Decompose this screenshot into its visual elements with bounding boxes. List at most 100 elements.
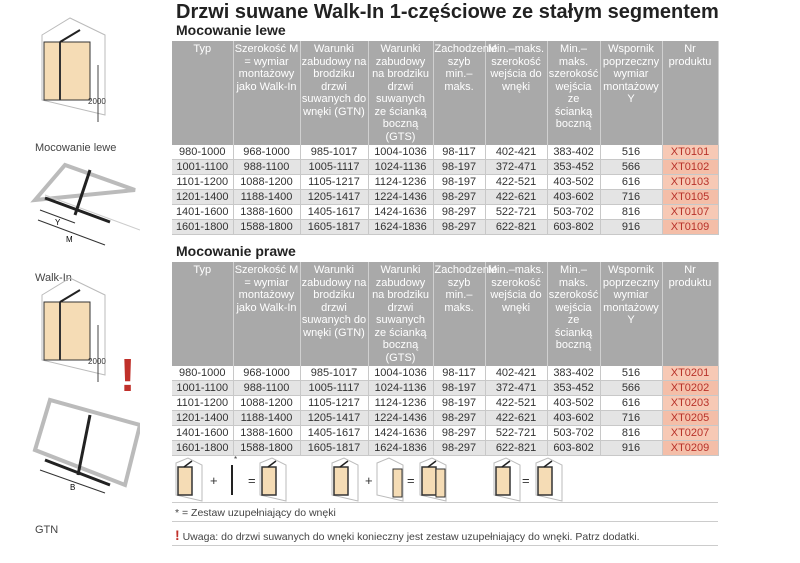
table-cell: 402-421 bbox=[485, 145, 548, 160]
product-number: XT0103 bbox=[662, 174, 719, 190]
table-cell: 616 bbox=[600, 395, 663, 411]
table-row: 980-1000 968-1000 985-1017 1004-1036 98-117 4… bbox=[172, 145, 719, 160]
table-cell: 985-1017 bbox=[300, 366, 369, 381]
table-cell: 383-402 bbox=[547, 145, 601, 160]
diagram-label-walkin: Walk-In bbox=[35, 272, 72, 284]
table-cell: 1588-1800 bbox=[233, 219, 301, 235]
shower-config-icon bbox=[376, 457, 404, 502]
table-cell: 1024-1136 bbox=[368, 159, 434, 175]
warning-mark-icon: ! bbox=[120, 349, 136, 401]
table-cell: 1004-1036 bbox=[368, 145, 434, 160]
table-cell: 98-117 bbox=[433, 145, 486, 160]
table-cell: 1601-1800 bbox=[172, 440, 234, 456]
product-number: XT0209 bbox=[662, 440, 719, 456]
table-cell: 353-452 bbox=[547, 380, 601, 396]
table-right-mount: Typ Szerokość M = wymiar montażowy jako W… bbox=[172, 262, 719, 456]
table-cell: 1124-1236 bbox=[368, 395, 434, 411]
table-cell: 1424-1636 bbox=[368, 425, 434, 441]
warning-note: ! Uwaga: do drzwi suwanych do wnęki koni… bbox=[172, 522, 718, 546]
table-cell: 1001-1100 bbox=[172, 159, 234, 175]
column-header: Typ bbox=[172, 41, 234, 145]
table-cell: 372-471 bbox=[485, 380, 548, 396]
table-cell: 916 bbox=[600, 440, 663, 456]
column-header: Wspornik poprzeczny wymiar montażowy Y bbox=[600, 262, 663, 366]
table-cell: 403-602 bbox=[547, 189, 601, 205]
shower-diagram-left: 2000 bbox=[41, 17, 106, 122]
table-cell: 1401-1600 bbox=[172, 204, 234, 220]
table-cell: 1124-1236 bbox=[368, 174, 434, 190]
diagram-label-left: Mocowanie lewe bbox=[35, 142, 117, 154]
table-cell: 1005-1117 bbox=[300, 159, 369, 175]
table-cell: 503-702 bbox=[547, 204, 601, 220]
column-header: Min.–maks. szerokość wejścia ze ścianką … bbox=[547, 262, 601, 366]
table-cell: 98-197 bbox=[433, 395, 486, 411]
table-cell: 383-402 bbox=[547, 366, 601, 381]
table-cell: 622-821 bbox=[485, 440, 548, 456]
table-cell: 968-1000 bbox=[233, 145, 301, 160]
equals-icon: = bbox=[407, 473, 415, 488]
table-cell: 1101-1200 bbox=[172, 395, 234, 411]
table-row: 980-1000 968-1000 985-1017 1004-1036 98-117 4… bbox=[172, 366, 719, 381]
table-cell: 1388-1600 bbox=[233, 425, 301, 441]
table-cell: 522-721 bbox=[485, 204, 548, 220]
column-header: Wspornik poprzeczny wymiar montażowy Y bbox=[600, 41, 663, 145]
table-cell: 98-197 bbox=[433, 159, 486, 175]
column-header: Warunki zabudowy na brodziku drzwi suwan… bbox=[300, 262, 369, 366]
table-cell: 1624-1836 bbox=[368, 440, 434, 456]
table-cell: 816 bbox=[600, 425, 663, 441]
footnote: * = Zestaw uzupełniający do wnęki bbox=[172, 505, 718, 522]
shower-config-icon bbox=[259, 457, 287, 502]
table-cell: 422-521 bbox=[485, 174, 548, 190]
table-row: 1401-1600 1388-1600 1405-1617 1424-1636 98-2… bbox=[172, 204, 719, 220]
column-header: Min.–maks. szerokość wejścia do wnęki bbox=[485, 41, 548, 145]
section-title-left: Mocowanie lewe bbox=[176, 22, 286, 38]
table-cell: 1205-1417 bbox=[300, 410, 369, 426]
walk-in-diagram: Y M bbox=[30, 162, 140, 246]
column-header: Szerokość M = wymiar montażowy jako Walk… bbox=[233, 41, 301, 145]
product-number: XT0105 bbox=[662, 189, 719, 205]
warning-text: Uwaga: do drzwi suwanych do wnęki koniec… bbox=[182, 531, 640, 543]
table-cell: 1105-1217 bbox=[300, 395, 369, 411]
shower-config-icon bbox=[419, 457, 447, 502]
table-row: 1001-1100 988-1100 1005-1117 1024-1136 98-19… bbox=[172, 159, 719, 175]
shower-config-icon bbox=[535, 457, 563, 502]
table-cell: 98-197 bbox=[433, 380, 486, 396]
table-cell: 985-1017 bbox=[300, 145, 369, 160]
table-cell: 1224-1436 bbox=[368, 410, 434, 426]
table-cell: 403-502 bbox=[547, 395, 601, 411]
gtn-diagram: B bbox=[32, 397, 140, 494]
table-cell: 98-297 bbox=[433, 425, 486, 441]
table-cell: 1401-1600 bbox=[172, 425, 234, 441]
table-cell: 1201-1400 bbox=[172, 189, 234, 205]
table-cell: 988-1100 bbox=[233, 380, 301, 396]
table-cell: 1388-1600 bbox=[233, 204, 301, 220]
table-cell: 566 bbox=[600, 159, 663, 175]
product-number: XT0205 bbox=[662, 410, 719, 426]
product-number: XT0201 bbox=[662, 366, 719, 381]
page-title: Drzwi suwane Walk-In 1-częściowe ze stał… bbox=[176, 1, 719, 23]
table-cell: 98-297 bbox=[433, 204, 486, 220]
table-cell: 603-802 bbox=[547, 219, 601, 235]
shower-config-icon bbox=[331, 457, 359, 502]
table-cell: 603-802 bbox=[547, 440, 601, 456]
table-cell: 1605-1817 bbox=[300, 219, 369, 235]
table-cell: 1224-1436 bbox=[368, 189, 434, 205]
plus-icon: + bbox=[210, 473, 218, 488]
table-cell: 402-421 bbox=[485, 366, 548, 381]
table-cell: 422-621 bbox=[485, 189, 548, 205]
table-cell: 1001-1100 bbox=[172, 380, 234, 396]
table-cell: 516 bbox=[600, 145, 663, 160]
column-header: Nr produktu bbox=[662, 262, 719, 366]
table-cell: 1004-1036 bbox=[368, 366, 434, 381]
table-cell: 1024-1136 bbox=[368, 380, 434, 396]
plus-icon: + bbox=[365, 473, 373, 488]
table-row: 1401-1600 1388-1600 1405-1617 1424-1636 98-2… bbox=[172, 425, 719, 441]
table-cell: 1588-1800 bbox=[233, 440, 301, 456]
shower-config-icon bbox=[175, 457, 203, 502]
product-number: XT0207 bbox=[662, 425, 719, 441]
table-cell: 566 bbox=[600, 380, 663, 396]
table-cell: 616 bbox=[600, 174, 663, 190]
table-cell: 503-702 bbox=[547, 425, 601, 441]
table-cell: 716 bbox=[600, 410, 663, 426]
table-cell: 1424-1636 bbox=[368, 204, 434, 220]
